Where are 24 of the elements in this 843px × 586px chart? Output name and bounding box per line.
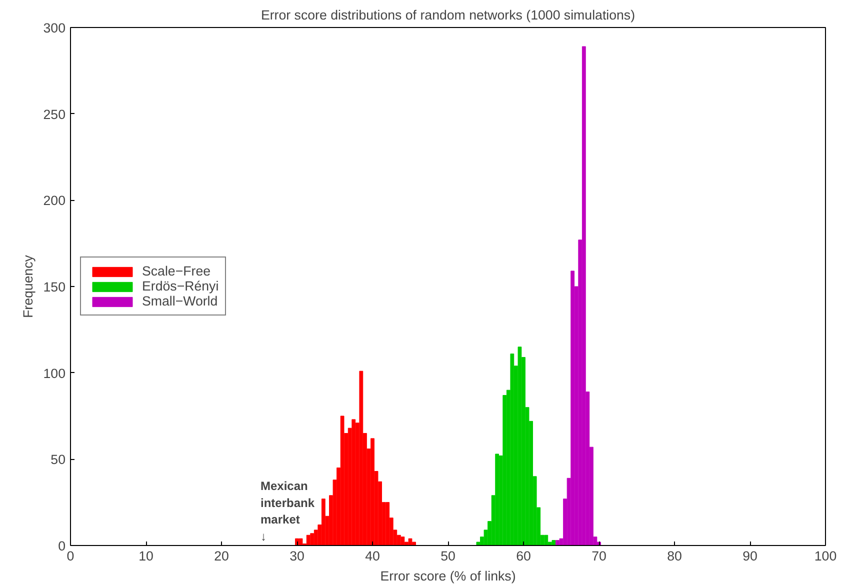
y-tick-label: 250 xyxy=(43,106,66,122)
legend-label: Scale−Free xyxy=(142,264,211,278)
x-axis-title: Error score (% of links) xyxy=(380,568,516,584)
y-tick-label: 50 xyxy=(50,452,66,468)
x-tick-label: 70 xyxy=(592,548,606,564)
legend-label: Erdös−Rényi xyxy=(142,278,219,294)
x-tick-label: 20 xyxy=(214,548,229,564)
y-tick-label: 300 xyxy=(43,20,66,36)
x-tick-label: 10 xyxy=(138,548,154,564)
x-tick-label: 60 xyxy=(516,548,531,564)
legend-label: Small−World xyxy=(142,294,218,308)
x-tick-label: 90 xyxy=(742,548,758,564)
y-axis-title: Frequency xyxy=(20,254,36,318)
y-tick-label: 150 xyxy=(43,280,66,294)
x-tick-label: 40 xyxy=(365,548,380,564)
annotation: Mexican interbank market ↓ xyxy=(260,479,315,544)
x-tick-label: 30 xyxy=(290,548,304,564)
y-tick-label: 200 xyxy=(43,193,66,208)
chart-title: Error score distributions of random networks (1000 simulations) xyxy=(260,8,636,22)
y-tick-label: 0 xyxy=(58,538,66,554)
x-tick-label: 80 xyxy=(667,548,682,564)
y-tick-label: 100 xyxy=(43,366,66,381)
x-tick-label: 50 xyxy=(440,548,456,564)
x-tick-label: 100 xyxy=(814,548,837,564)
